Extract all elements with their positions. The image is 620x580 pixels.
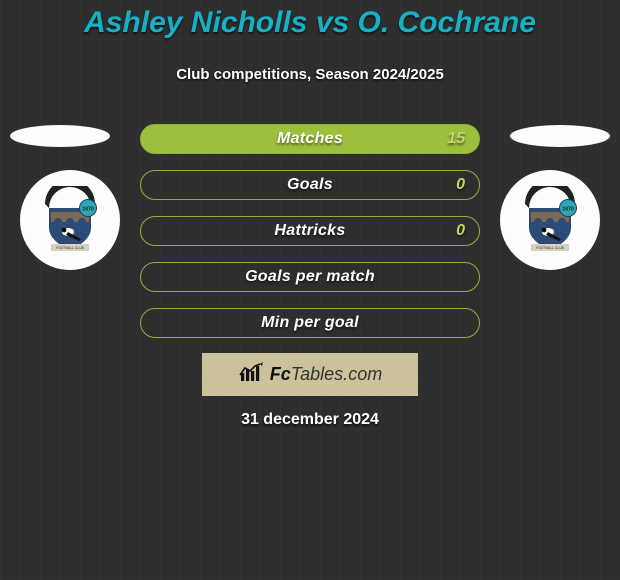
stat-bar-label: Goals: [287, 176, 333, 194]
svg-text:1870: 1870: [562, 207, 574, 213]
stat-bar-label: Min per goal: [261, 314, 359, 332]
stat-bar-label: Goals per match: [245, 268, 375, 286]
stat-bar-value-right: 0: [456, 217, 465, 245]
stat-bar: Goals per match: [140, 262, 480, 292]
logo-fc: Fc: [270, 364, 291, 384]
page-title: Ashley Nicholls vs O. Cochrane: [0, 6, 620, 40]
infographic-stage: Ashley Nicholls vs O. Cochrane Club comp…: [0, 0, 620, 580]
player-avatar-right: [510, 125, 610, 147]
logo-tables: Tables.com: [291, 364, 382, 384]
stat-bar: Goals 0: [140, 170, 480, 200]
subtitle: Club competitions, Season 2024/2025: [0, 66, 620, 83]
svg-text:FOOTBALL CLUB: FOOTBALL CLUB: [536, 246, 564, 250]
stat-bar-value-right: 0: [456, 171, 465, 199]
stat-bar-label: Matches: [277, 130, 343, 148]
chart-mark-icon: [238, 361, 264, 388]
player-avatar-left: [10, 125, 110, 147]
date-text: 31 december 2024: [0, 411, 620, 429]
club-crest-left: 1870 FOOTBALL CLUB: [41, 186, 99, 254]
stat-bar: Hattricks 0: [140, 216, 480, 246]
svg-text:1870: 1870: [82, 207, 94, 213]
source-logo-box: FcTables.com: [202, 353, 418, 396]
svg-text:FOOTBALL CLUB: FOOTBALL CLUB: [56, 246, 84, 250]
stat-bar-label: Hattricks: [274, 222, 345, 240]
club-badge-right: 1870 FOOTBALL CLUB: [500, 170, 600, 270]
source-logo-text: FcTables.com: [270, 364, 382, 385]
stat-bar-value-right: 15: [447, 125, 465, 153]
stat-bar: Min per goal: [140, 308, 480, 338]
club-badge-left: 1870 FOOTBALL CLUB: [20, 170, 120, 270]
stat-bar: Matches 15: [140, 124, 480, 154]
club-crest-right: 1870 FOOTBALL CLUB: [521, 186, 579, 254]
